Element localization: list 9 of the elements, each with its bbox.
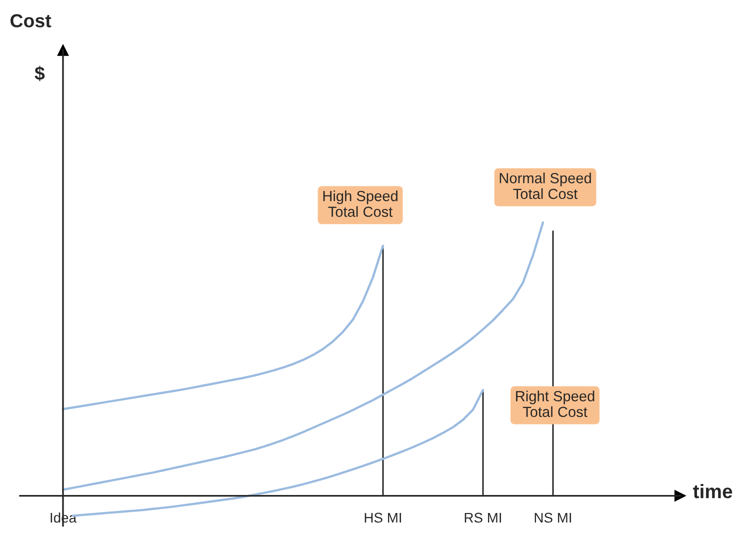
x-tick-label: HS MI [364,512,402,523]
annotation: Right Speed Total Cost [516,390,594,418]
x-tick-label: RS MI [464,512,502,523]
text: $ [34,66,45,82]
text: Cost [10,14,52,28]
text: High Speed Total Cost [323,190,398,217]
x-tick-label: NS MI [534,512,572,523]
text: Normal Speed Total Cost [500,172,591,200]
text: time [693,484,732,498]
